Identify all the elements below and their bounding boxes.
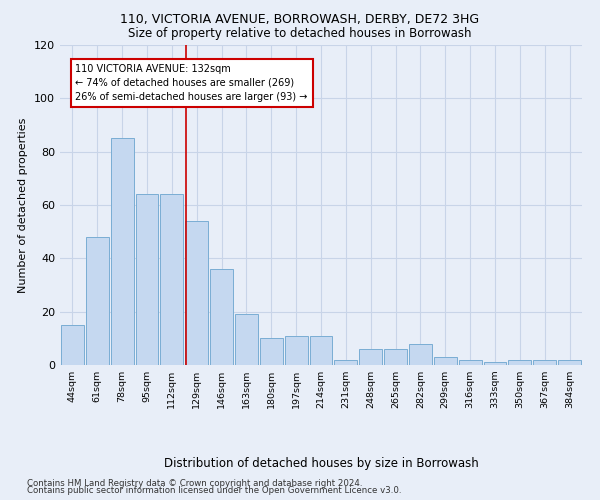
Bar (111, 138, 134, 365)
Bar (160, 194, 183, 365)
Bar (508, 360, 531, 365)
Text: 110 VICTORIA AVENUE: 132sqm
← 74% of detached houses are smaller (269)
26% of se: 110 VICTORIA AVENUE: 132sqm ← 74% of det… (76, 64, 308, 102)
Bar (334, 360, 357, 365)
Bar (136, 194, 158, 365)
Text: 110, VICTORIA AVENUE, BORROWASH, DERBY, DE72 3HG: 110, VICTORIA AVENUE, BORROWASH, DERBY, … (121, 12, 479, 26)
Bar (86, 237, 109, 365)
Bar (310, 336, 332, 365)
Bar (434, 357, 457, 365)
Bar (61, 325, 84, 365)
Bar (409, 344, 432, 365)
Bar (459, 360, 482, 365)
X-axis label: Distribution of detached houses by size in Borrowash: Distribution of detached houses by size … (164, 457, 478, 470)
Bar (260, 338, 283, 365)
Bar (533, 360, 556, 365)
Text: Contains public sector information licensed under the Open Government Licence v3: Contains public sector information licen… (27, 486, 401, 495)
Bar (384, 349, 407, 365)
Bar (558, 360, 581, 365)
Bar (185, 221, 208, 365)
Bar (484, 362, 506, 365)
Bar (235, 314, 258, 365)
Bar (210, 269, 233, 365)
Y-axis label: Number of detached properties: Number of detached properties (19, 118, 28, 292)
Text: Contains HM Land Registry data © Crown copyright and database right 2024.: Contains HM Land Registry data © Crown c… (27, 478, 362, 488)
Text: Size of property relative to detached houses in Borrowash: Size of property relative to detached ho… (128, 28, 472, 40)
Bar (285, 336, 308, 365)
Bar (359, 349, 382, 365)
